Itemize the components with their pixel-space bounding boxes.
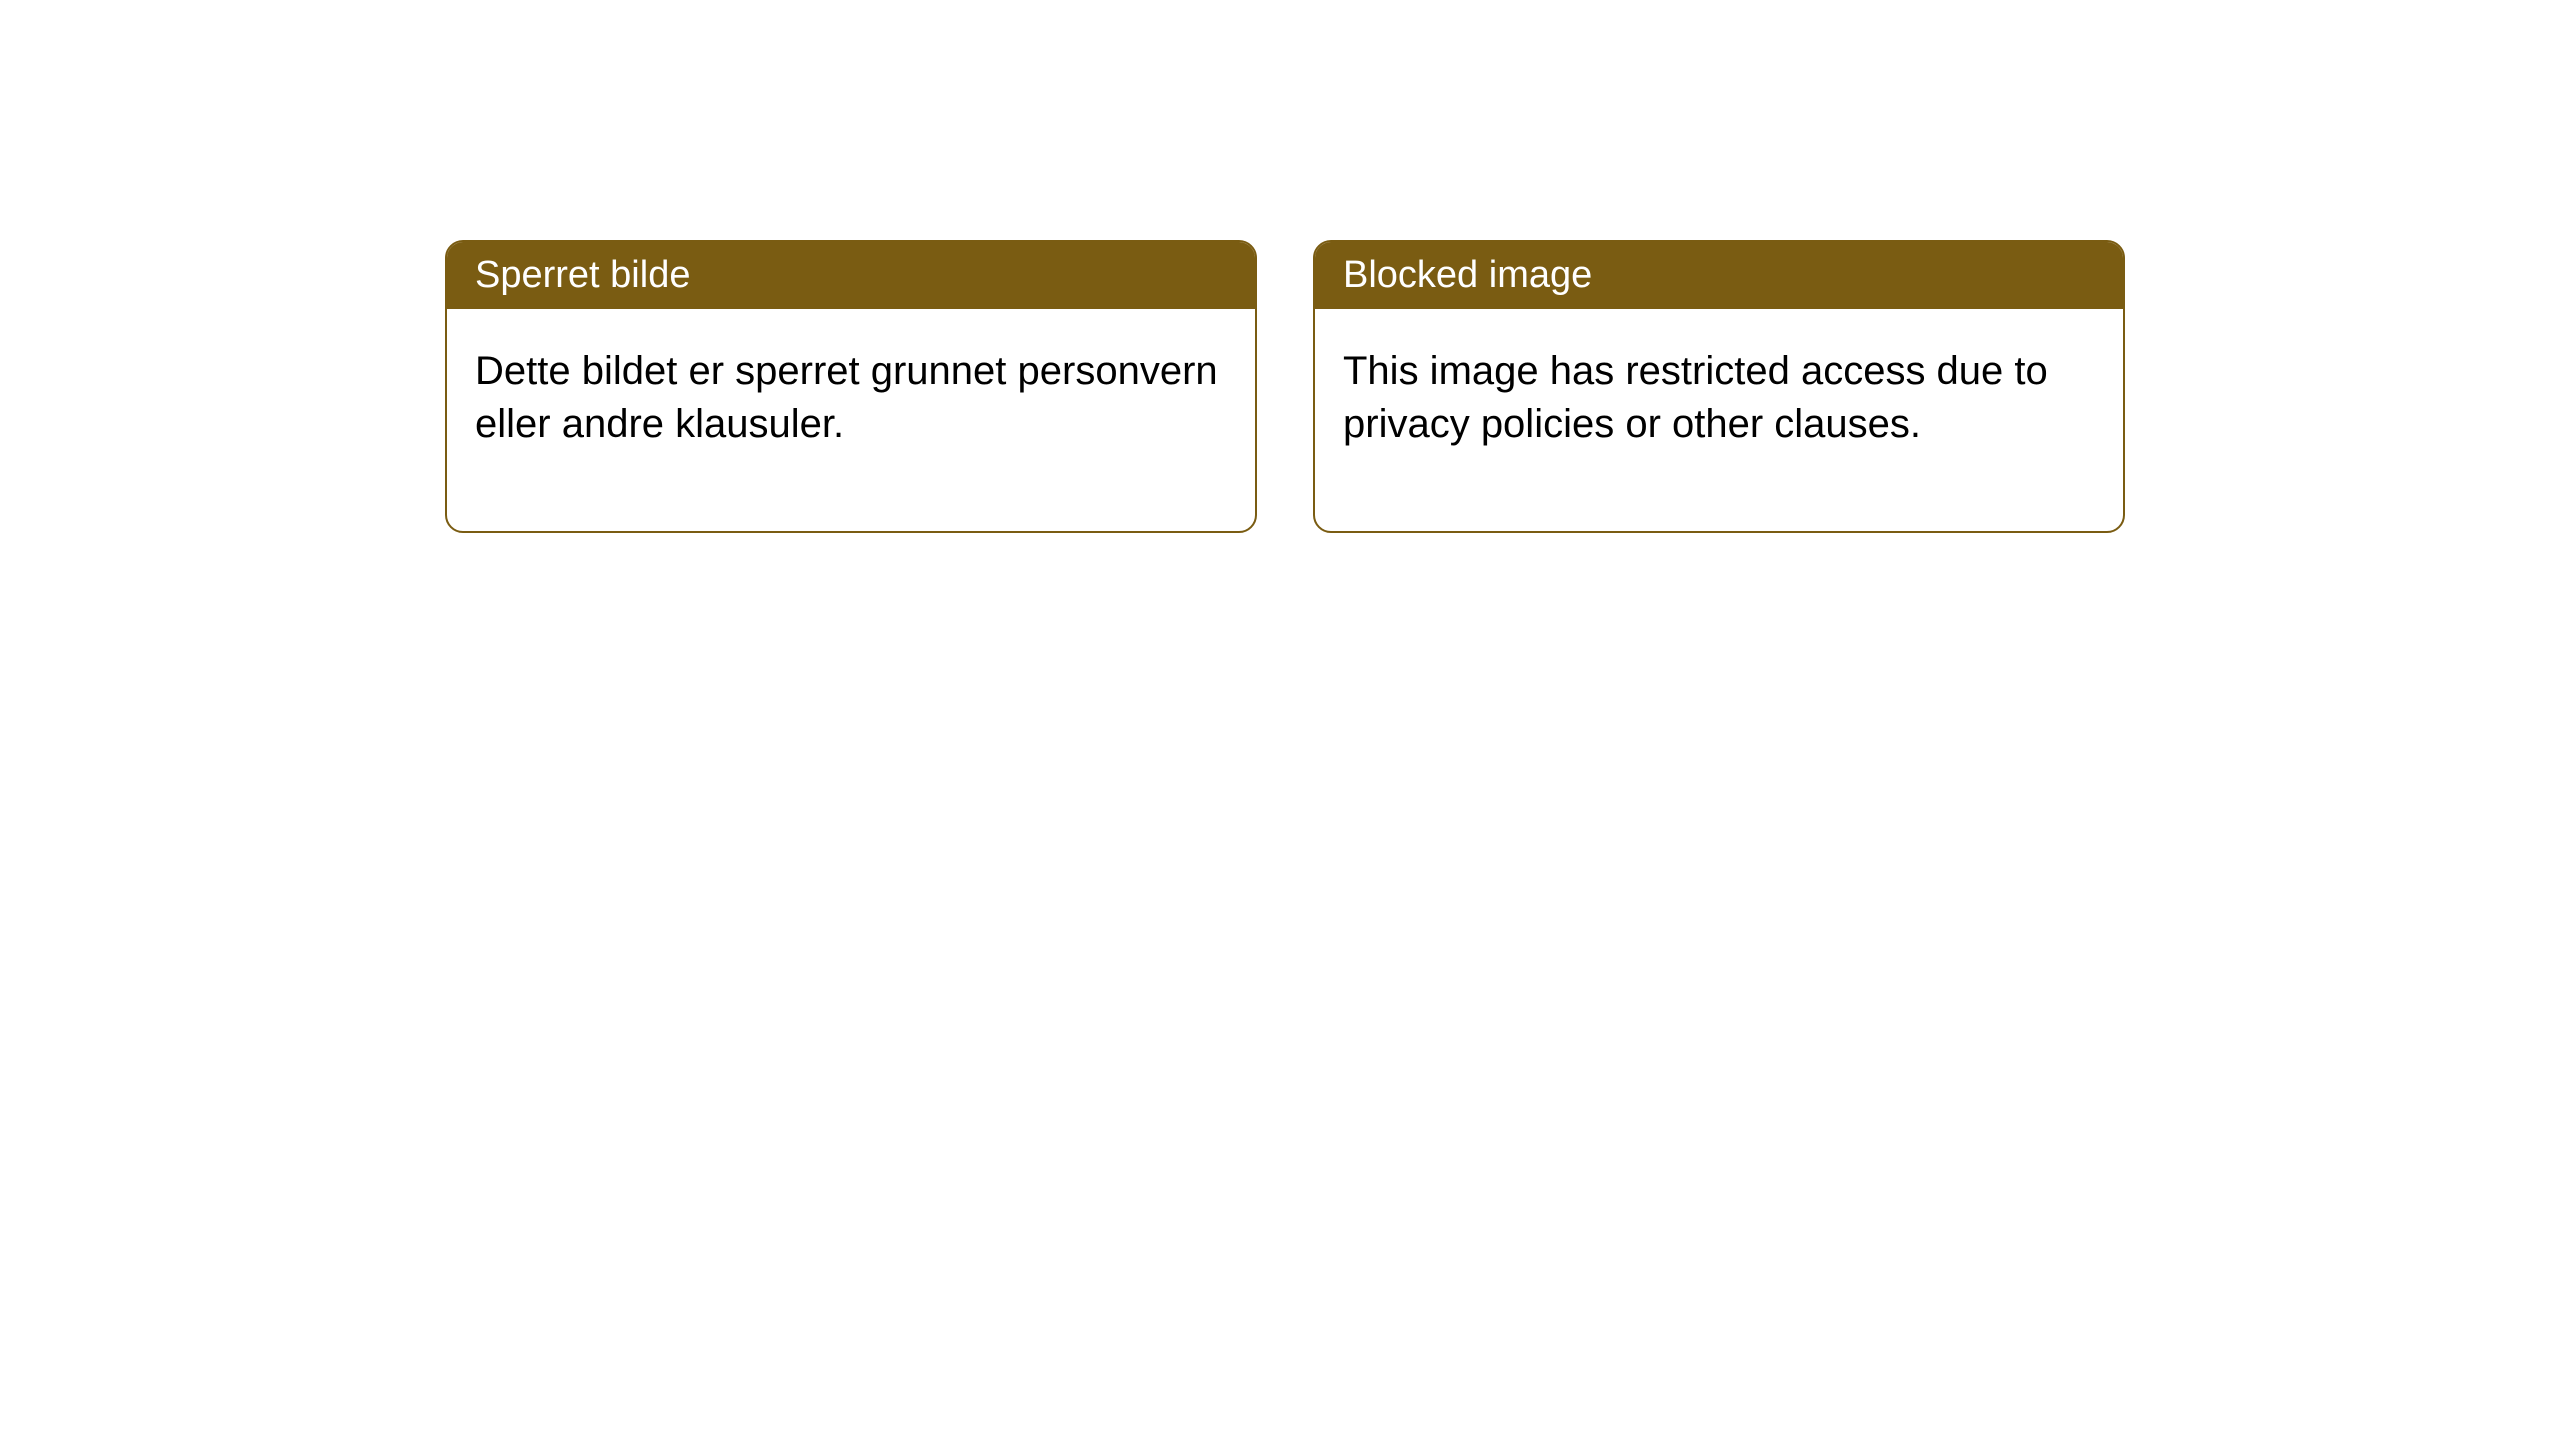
notice-text-english: This image has restricted access due to … [1343, 349, 2048, 446]
notice-title-norwegian: Sperret bilde [475, 254, 690, 296]
notice-title-english: Blocked image [1343, 254, 1592, 296]
notice-body-norwegian: Dette bildet er sperret grunnet personve… [447, 309, 1255, 531]
notice-text-norwegian: Dette bildet er sperret grunnet personve… [475, 349, 1218, 446]
notice-header-english: Blocked image [1315, 242, 2123, 309]
notice-card-norwegian: Sperret bilde Dette bildet er sperret gr… [445, 240, 1257, 533]
notice-body-english: This image has restricted access due to … [1315, 309, 2123, 531]
notice-header-norwegian: Sperret bilde [447, 242, 1255, 309]
notice-container: Sperret bilde Dette bildet er sperret gr… [0, 0, 2560, 533]
notice-card-english: Blocked image This image has restricted … [1313, 240, 2125, 533]
